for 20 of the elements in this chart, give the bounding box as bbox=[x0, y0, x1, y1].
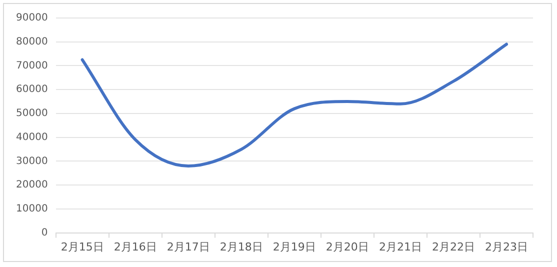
x-tick-label: 2月23日 bbox=[484, 240, 528, 254]
y-tick-label: 20000 bbox=[16, 180, 48, 191]
y-tick-label: 60000 bbox=[16, 84, 48, 96]
x-tick-label: 2月20日 bbox=[326, 240, 369, 254]
x-tick-label: 2月19日 bbox=[272, 240, 316, 254]
x-tick-label: 2月15日 bbox=[60, 240, 104, 254]
line-series bbox=[80, 42, 508, 168]
y-tick-label: 10000 bbox=[16, 204, 48, 215]
x-tick-label: 2月21日 bbox=[378, 240, 422, 254]
y-tick-label: 50000 bbox=[16, 108, 48, 120]
y-tick-label: 30000 bbox=[16, 156, 48, 167]
y-tick-label: 70000 bbox=[16, 60, 48, 72]
y-tick-label: 40000 bbox=[16, 132, 48, 143]
y-tick-label: 80000 bbox=[16, 36, 48, 48]
x-tick-label: 2月22日 bbox=[432, 240, 475, 254]
x-tick-label: 2月16日 bbox=[114, 240, 157, 254]
x-tick-label: 2月17日 bbox=[166, 240, 210, 254]
x-tick-label: 2月18日 bbox=[220, 240, 263, 254]
y-tick-label: 90000 bbox=[16, 12, 48, 24]
y-tick-label: 0 bbox=[41, 227, 48, 238]
